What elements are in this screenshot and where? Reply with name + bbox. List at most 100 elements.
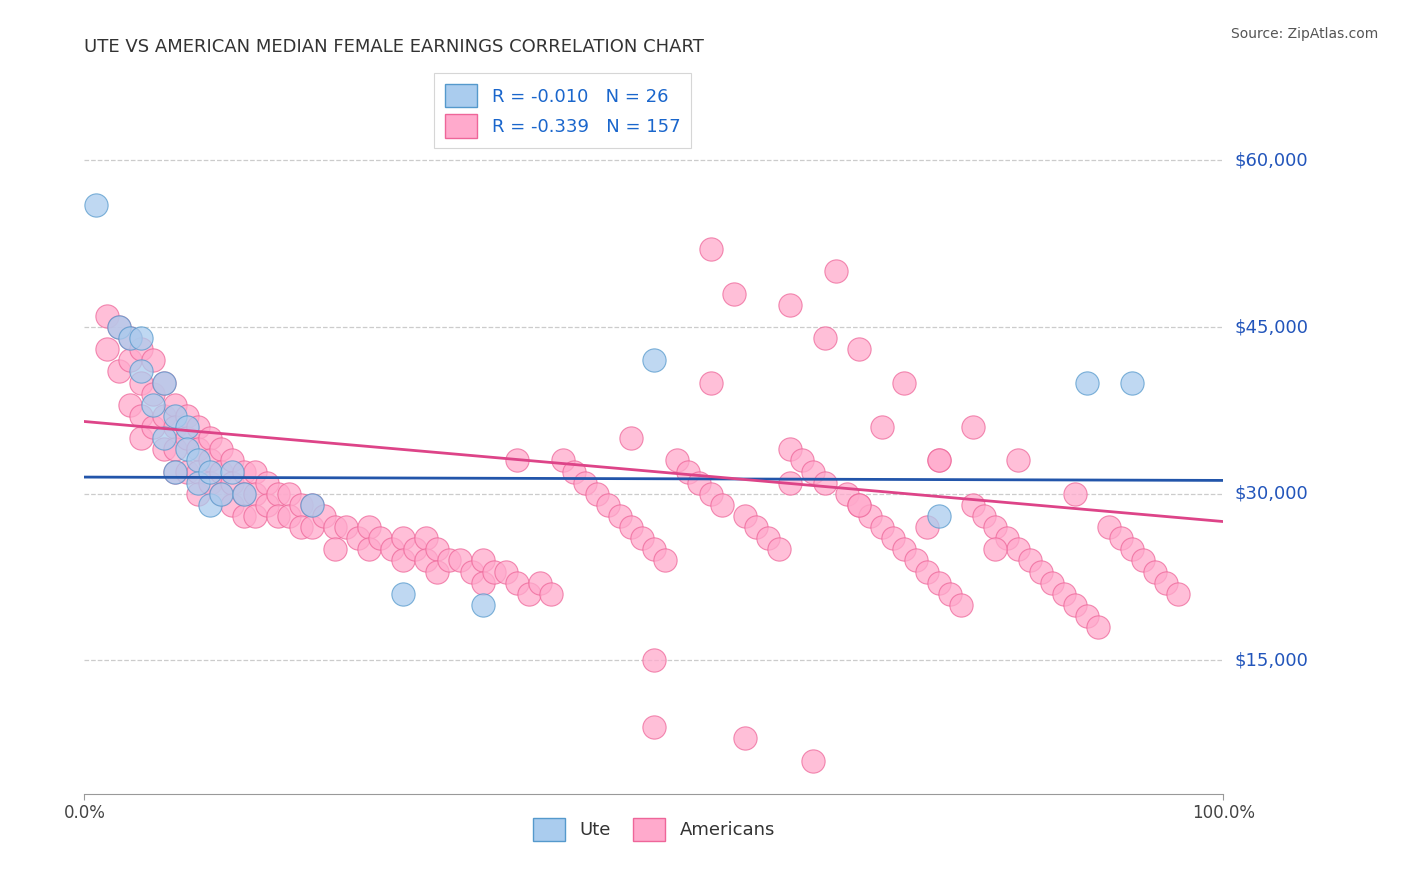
Point	[768, 542, 790, 557]
Point	[107, 364, 129, 378]
Point	[779, 475, 801, 490]
Point	[232, 465, 254, 479]
Point	[142, 386, 165, 401]
Point	[893, 376, 915, 390]
Point	[221, 453, 243, 467]
Point	[256, 475, 278, 490]
Point	[1007, 542, 1029, 557]
Point	[131, 343, 153, 357]
Point	[107, 320, 129, 334]
Point	[118, 331, 141, 345]
Point	[643, 542, 665, 557]
Point	[209, 487, 232, 501]
Point	[1109, 531, 1132, 545]
Point	[209, 465, 232, 479]
Point	[118, 331, 141, 345]
Point	[96, 343, 118, 357]
Point	[620, 431, 643, 445]
Point	[187, 465, 209, 479]
Point	[415, 553, 437, 567]
Text: Source: ZipAtlas.com: Source: ZipAtlas.com	[1230, 27, 1378, 41]
Point	[745, 520, 768, 534]
Point	[323, 520, 346, 534]
Point	[176, 431, 198, 445]
Point	[529, 575, 551, 590]
Point	[620, 520, 643, 534]
Point	[472, 553, 495, 567]
Point	[232, 508, 254, 523]
Point	[700, 487, 723, 501]
Point	[1098, 520, 1121, 534]
Point	[562, 465, 585, 479]
Point	[609, 508, 631, 523]
Point	[973, 508, 995, 523]
Point	[312, 508, 335, 523]
Point	[517, 587, 540, 601]
Point	[893, 542, 915, 557]
Point	[278, 508, 301, 523]
Point	[734, 508, 756, 523]
Point	[346, 531, 368, 545]
Point	[665, 453, 688, 467]
Point	[165, 398, 187, 412]
Point	[676, 465, 699, 479]
Point	[1121, 542, 1143, 557]
Point	[165, 465, 187, 479]
Point	[915, 565, 938, 579]
Point	[245, 508, 267, 523]
Point	[176, 442, 198, 457]
Point	[232, 487, 254, 501]
Point	[187, 453, 209, 467]
Point	[142, 420, 165, 434]
Point	[165, 409, 187, 423]
Point	[1143, 565, 1166, 579]
Point	[153, 376, 176, 390]
Point	[153, 431, 176, 445]
Point	[392, 531, 415, 545]
Point	[335, 520, 357, 534]
Point	[904, 553, 927, 567]
Point	[756, 531, 779, 545]
Point	[779, 442, 801, 457]
Point	[495, 565, 517, 579]
Point	[209, 442, 232, 457]
Point	[643, 653, 665, 667]
Point	[1018, 553, 1040, 567]
Point	[165, 465, 187, 479]
Point	[848, 498, 870, 512]
Point	[118, 353, 141, 368]
Point	[165, 442, 187, 457]
Point	[187, 442, 209, 457]
Point	[506, 575, 529, 590]
Point	[939, 587, 962, 601]
Point	[484, 565, 506, 579]
Point	[198, 498, 221, 512]
Point	[1076, 376, 1098, 390]
Point	[198, 475, 221, 490]
Point	[449, 553, 471, 567]
Point	[870, 520, 893, 534]
Point	[1132, 553, 1154, 567]
Point	[198, 431, 221, 445]
Text: $30,000: $30,000	[1234, 484, 1308, 503]
Point	[370, 531, 392, 545]
Point	[825, 264, 848, 278]
Text: $45,000: $45,000	[1234, 318, 1309, 336]
Point	[928, 508, 950, 523]
Point	[1121, 376, 1143, 390]
Point	[437, 553, 460, 567]
Point	[598, 498, 620, 512]
Text: UTE VS AMERICAN MEDIAN FEMALE EARNINGS CORRELATION CHART: UTE VS AMERICAN MEDIAN FEMALE EARNINGS C…	[84, 38, 704, 56]
Point	[1029, 565, 1052, 579]
Point	[359, 520, 381, 534]
Point	[278, 487, 301, 501]
Point	[426, 542, 449, 557]
Point	[153, 442, 176, 457]
Point	[1167, 587, 1189, 601]
Point	[472, 575, 495, 590]
Point	[209, 487, 232, 501]
Point	[1156, 575, 1178, 590]
Point	[1053, 587, 1076, 601]
Point	[84, 198, 107, 212]
Point	[460, 565, 482, 579]
